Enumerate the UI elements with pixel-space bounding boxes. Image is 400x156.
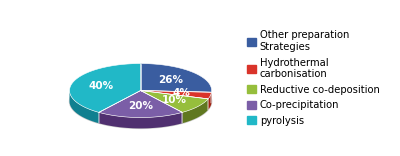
Ellipse shape	[70, 74, 212, 128]
Polygon shape	[99, 112, 182, 128]
Polygon shape	[70, 63, 140, 112]
Polygon shape	[140, 90, 212, 99]
Polygon shape	[70, 91, 99, 123]
Text: 20%: 20%	[128, 101, 153, 111]
Text: 40%: 40%	[89, 81, 114, 91]
Polygon shape	[99, 90, 182, 117]
Polygon shape	[140, 63, 212, 92]
Polygon shape	[140, 90, 208, 112]
Text: 10%: 10%	[162, 95, 186, 105]
Text: 4%: 4%	[172, 88, 190, 98]
Polygon shape	[182, 99, 208, 123]
Text: 26%: 26%	[158, 75, 183, 85]
Legend: Other preparation
Strategies, Hydrothermal
carbonisation, Reductive co-depositio: Other preparation Strategies, Hydrotherm…	[247, 30, 380, 126]
Polygon shape	[208, 92, 212, 110]
